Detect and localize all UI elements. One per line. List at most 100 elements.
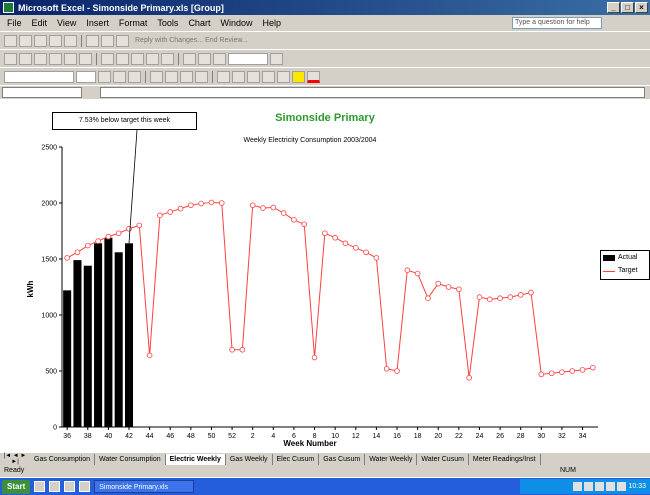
- chart-wizard-icon[interactable]: [213, 52, 226, 65]
- indent-icon[interactable]: [262, 70, 275, 83]
- comma-icon[interactable]: [247, 70, 260, 83]
- quick-launch-icon[interactable]: [64, 481, 76, 492]
- new-icon[interactable]: [4, 52, 17, 65]
- tab-gas-consumption[interactable]: Gas Consumption: [30, 453, 96, 465]
- preview-icon[interactable]: [64, 52, 77, 65]
- menu-window[interactable]: Window: [220, 18, 253, 28]
- chart-title: Simonside Primary: [275, 112, 376, 124]
- tab-water-cusum[interactable]: Water Cusum: [417, 453, 469, 465]
- redo-icon[interactable]: [161, 52, 174, 65]
- help-icon[interactable]: [270, 52, 283, 65]
- toolbar-button[interactable]: [64, 34, 77, 47]
- bold-icon[interactable]: [98, 70, 111, 83]
- font-size-select[interactable]: [76, 70, 96, 83]
- name-box[interactable]: [2, 87, 82, 98]
- menu-view[interactable]: View: [57, 18, 77, 28]
- legend[interactable]: Actual Target: [600, 250, 650, 280]
- zoom-select[interactable]: [228, 52, 268, 65]
- chart[interactable]: Simonside Primary Weekly Electricity Con…: [0, 99, 650, 451]
- point-target: [229, 346, 235, 353]
- tray-icon[interactable]: [584, 482, 594, 491]
- legend-entry-actual: Actual: [601, 251, 649, 264]
- tab-water-consumption[interactable]: Water Consumption: [95, 453, 166, 465]
- menu-chart[interactable]: Chart: [188, 18, 211, 28]
- start-button[interactable]: Start: [2, 479, 31, 494]
- currency-icon[interactable]: [217, 70, 230, 83]
- spelling-icon[interactable]: [79, 52, 92, 65]
- quick-launch-icon[interactable]: [49, 481, 61, 492]
- menu-format[interactable]: Format: [118, 18, 148, 28]
- minimize-button[interactable]: _: [607, 2, 620, 13]
- toolbar-button[interactable]: [19, 34, 32, 47]
- quick-launch-icon[interactable]: [34, 481, 46, 492]
- tab-water-weekly[interactable]: Water Weekly: [365, 453, 418, 465]
- toolbar-button[interactable]: [116, 34, 129, 47]
- quick-launch-icon[interactable]: [79, 481, 91, 492]
- x-tick-label: 14: [372, 433, 380, 440]
- borders-icon[interactable]: [277, 70, 290, 83]
- close-button[interactable]: ×: [635, 2, 648, 13]
- point-target: [363, 249, 369, 256]
- fill-color-icon[interactable]: [292, 70, 305, 83]
- callout-box[interactable]: 7.53% below target this week: [52, 112, 197, 130]
- x-tick-label: 42: [125, 433, 133, 440]
- undo-icon[interactable]: [146, 52, 159, 65]
- chart-area[interactable]: Simonside Primary Weekly Electricity Con…: [0, 99, 650, 451]
- review-actions[interactable]: Reply with Changes... End Review...: [135, 37, 248, 44]
- save-icon[interactable]: [34, 52, 47, 65]
- menu-help[interactable]: Help: [262, 18, 281, 28]
- percent-icon[interactable]: [232, 70, 245, 83]
- print-icon[interactable]: [49, 52, 62, 65]
- toolbar-button[interactable]: [86, 34, 99, 47]
- italic-icon[interactable]: [113, 70, 126, 83]
- sort-icon[interactable]: [198, 52, 211, 65]
- toolbar-button[interactable]: [34, 34, 47, 47]
- align-center-icon[interactable]: [165, 70, 178, 83]
- tray-icon[interactable]: [595, 482, 605, 491]
- tab-gas-cusum[interactable]: Gas Cusum: [319, 453, 366, 465]
- x-tick-label: 28: [517, 433, 525, 440]
- tray-icon[interactable]: [617, 482, 627, 491]
- paste-icon[interactable]: [131, 52, 144, 65]
- point-target: [383, 365, 390, 372]
- open-icon[interactable]: [19, 52, 32, 65]
- maximize-button[interactable]: □: [621, 2, 634, 13]
- menu-edit[interactable]: Edit: [31, 18, 48, 28]
- point-target: [322, 230, 328, 237]
- align-right-icon[interactable]: [180, 70, 193, 83]
- toolbar-button[interactable]: [101, 34, 114, 47]
- legend-label: Target: [618, 267, 638, 274]
- tab-electric-weekly[interactable]: Electric Weekly: [165, 453, 226, 465]
- sum-icon[interactable]: [183, 52, 196, 65]
- tray-icon[interactable]: [606, 482, 616, 491]
- y-axis-label: kWh: [26, 280, 35, 297]
- menu-insert[interactable]: Insert: [86, 18, 109, 28]
- copy-icon[interactable]: [116, 52, 129, 65]
- tab-elec-cusum[interactable]: Elec Cusum: [272, 453, 320, 465]
- y-tick-label: 2500: [41, 145, 57, 152]
- cut-icon[interactable]: [101, 52, 114, 65]
- toolbar-button[interactable]: [49, 34, 62, 47]
- tray-icon[interactable]: [573, 482, 583, 491]
- merge-icon[interactable]: [195, 70, 208, 83]
- legend-swatch: [603, 268, 615, 274]
- x-tick-label: 22: [455, 433, 463, 440]
- font-select[interactable]: [4, 70, 74, 83]
- window-title: Microsoft Excel - Simonside Primary.xls …: [18, 2, 224, 13]
- point-target: [198, 200, 204, 207]
- taskbar-excel-window[interactable]: Simonside Primary.xls: [94, 480, 195, 493]
- align-left-icon[interactable]: [150, 70, 163, 83]
- point-target: [476, 294, 483, 300]
- point-target: [218, 200, 225, 206]
- help-search-input[interactable]: Type a question for help: [512, 17, 602, 29]
- bar-actual: [114, 252, 123, 427]
- underline-icon[interactable]: [128, 70, 141, 83]
- tab-gas-weekly[interactable]: Gas Weekly: [225, 453, 273, 465]
- tab-meter-readings[interactable]: Meter Readings/Inst: [468, 453, 541, 465]
- tab-navigation[interactable]: |◄ ◄ ► ►|: [3, 453, 27, 465]
- toolbar-button[interactable]: [4, 34, 17, 47]
- formula-input[interactable]: [100, 87, 645, 98]
- menu-tools[interactable]: Tools: [157, 18, 179, 28]
- font-color-icon[interactable]: [307, 70, 320, 83]
- menu-file[interactable]: File: [7, 18, 22, 28]
